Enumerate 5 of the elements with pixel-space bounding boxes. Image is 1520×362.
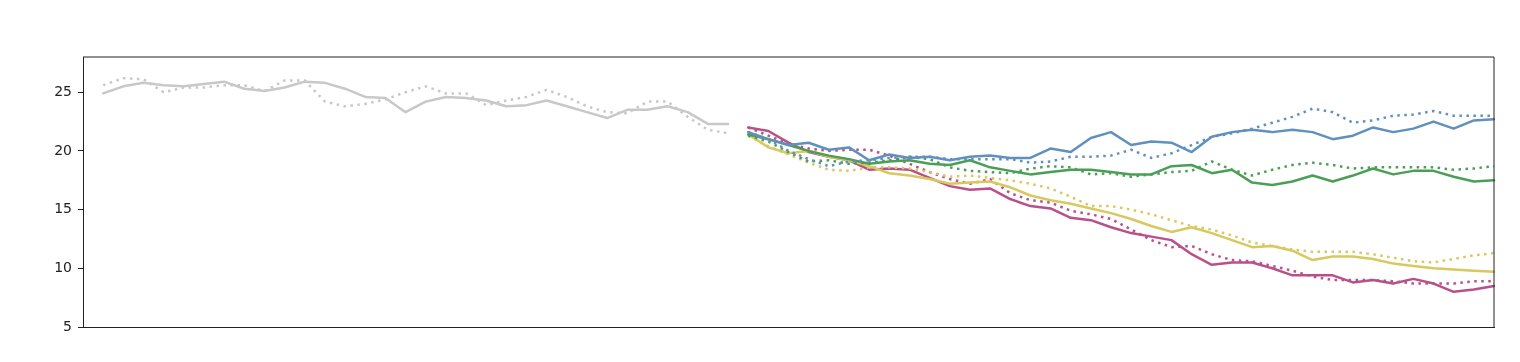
- y-tick-label: 25: [54, 82, 72, 99]
- y-tick-label: 5: [63, 317, 72, 334]
- y-tick-label: 20: [54, 141, 72, 158]
- y-tick-label: 15: [54, 200, 72, 217]
- y-tick-label: 10: [54, 258, 72, 275]
